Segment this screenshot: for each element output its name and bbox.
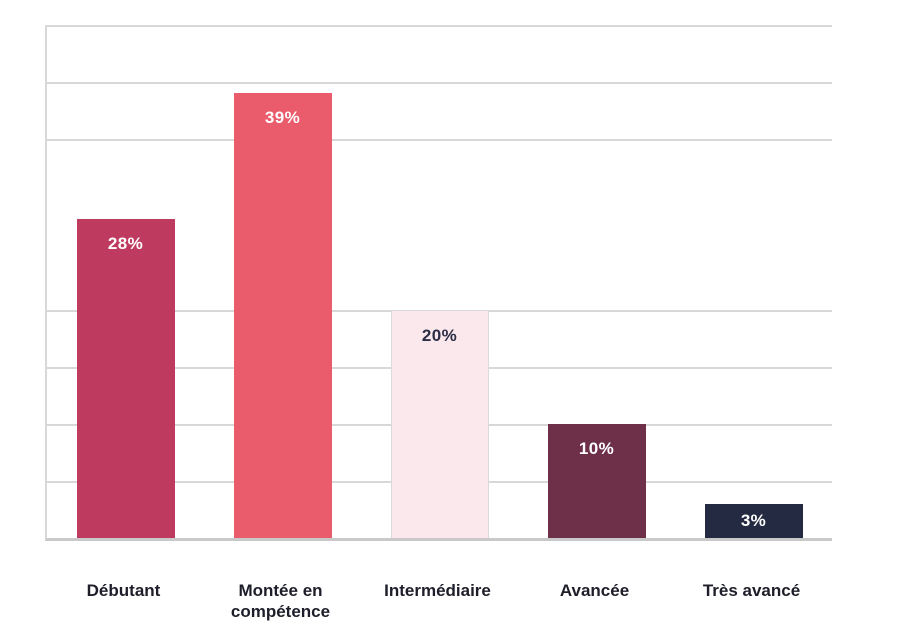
bar-chart-plot-area: 28% 39% 20% 10% 3% <box>45 25 832 541</box>
bar-avancee: 10% <box>547 424 646 538</box>
category-label-intermediaire: Intermédiaire <box>384 581 491 600</box>
gridline-35pct <box>47 139 832 141</box>
category-axis: Débutant Montée en compétence Intermédiair… <box>45 580 830 622</box>
bar-montee-en-competence: 39% <box>233 93 332 538</box>
bar-value-label: 39% <box>264 108 301 128</box>
bar-value-label: 10% <box>578 439 615 458</box>
bar-debutant: 28% <box>76 218 175 538</box>
category-label-debutant: Débutant <box>86 581 161 600</box>
bar-tres-avance: 3% <box>704 503 803 538</box>
category-label-tres-avance: Très avancé <box>702 581 801 600</box>
bar-value-label: 3% <box>740 511 767 531</box>
gridline-45pct <box>47 25 832 27</box>
bar-value-label: 28% <box>107 233 144 253</box>
bar-intermediaire: 20% <box>390 310 489 538</box>
gridline-40pct <box>47 82 832 84</box>
bar-value-label: 20% <box>421 326 458 345</box>
category-label-avancee: Avancée <box>559 581 630 600</box>
category-label-montee-en-competence: Montée en compétence <box>230 581 331 621</box>
